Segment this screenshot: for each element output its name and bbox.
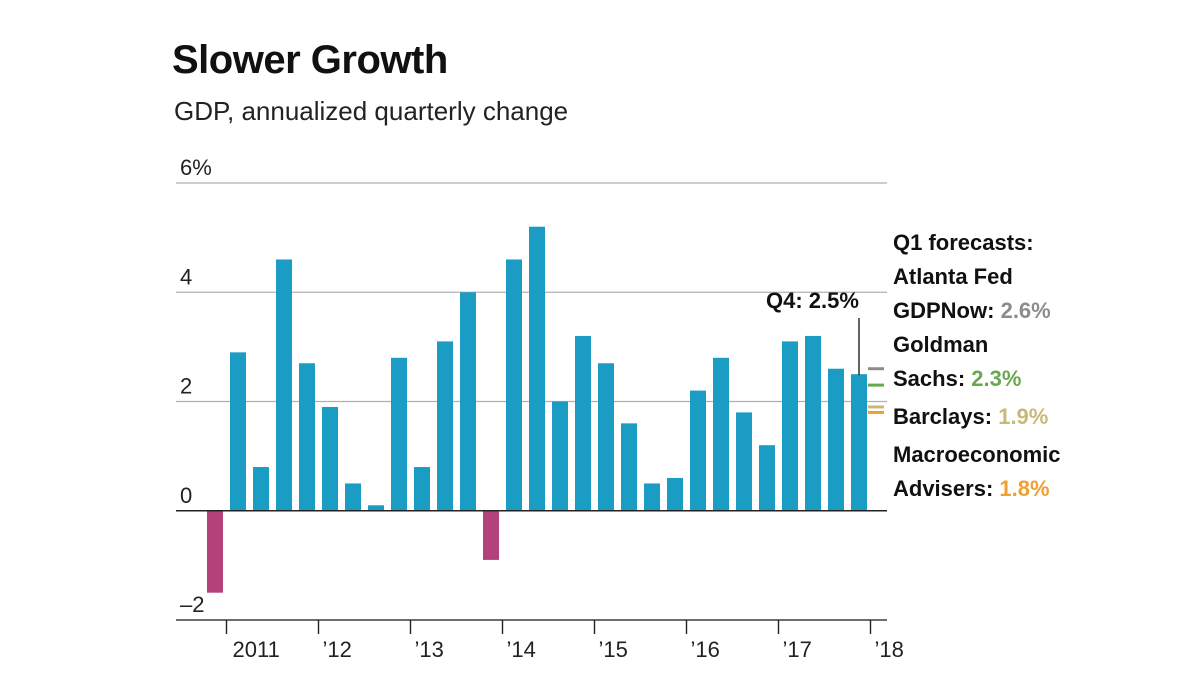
bar: [529, 226, 545, 511]
legend-name-line1: Macroeconomic: [893, 442, 1061, 467]
x-tick-label: ’14: [507, 637, 536, 662]
bar: [805, 335, 821, 511]
bar: [207, 510, 223, 593]
legend-name-line2: Sachs:: [893, 366, 966, 391]
bar: [506, 259, 522, 511]
bar: [644, 483, 660, 511]
legend-name-line1: Atlanta Fed: [893, 264, 1013, 289]
chart-subtitle: GDP, annualized quarterly change: [174, 96, 569, 126]
bar: [621, 423, 637, 511]
y-tick-label: 6%: [180, 155, 212, 180]
legend-value: 2.6%: [1000, 298, 1051, 323]
x-axis: 2011 ’12 ’13 ’14 ’15 ’16 ’17 ’18: [176, 318, 904, 662]
bar: [690, 390, 706, 511]
bar: [782, 341, 798, 511]
bar: [368, 505, 384, 511]
bars: [207, 226, 867, 593]
bar: [667, 477, 683, 511]
legend-value: 1.9%: [998, 404, 1049, 429]
y-tick-label: 4: [180, 264, 192, 289]
legend-name-line1: Goldman: [893, 332, 989, 357]
x-tick-label: ’13: [415, 637, 444, 662]
chart-title: Slower Growth: [172, 38, 448, 82]
bar: [759, 445, 775, 511]
bar: [736, 412, 752, 511]
bar: [483, 510, 499, 560]
bar: [460, 292, 476, 511]
bar: [391, 357, 407, 511]
legend-value: 2.3%: [971, 366, 1022, 391]
bar: [575, 335, 591, 511]
q4-annotation: Q4: 2.5%: [766, 288, 859, 313]
x-tick-label: ’18: [875, 637, 904, 662]
bar: [276, 259, 292, 511]
bar: [345, 483, 361, 511]
y-tick-label: 2: [180, 374, 192, 399]
forecast-markers: [868, 367, 884, 414]
bar: [253, 467, 269, 511]
bar: [552, 401, 568, 511]
forecast-legend: Q1 forecasts: Atlanta Fed GDPNow: 2.6% G…: [893, 226, 1193, 506]
bar: [414, 467, 430, 511]
legend-item-goldman-sachs: Goldman Sachs: 2.3%: [893, 328, 1193, 396]
bar: [713, 357, 729, 511]
bar: [322, 406, 338, 511]
legend-name-line2: Advisers:: [893, 476, 994, 501]
bar: [828, 368, 844, 511]
y-tick-label: –2: [180, 592, 204, 617]
x-tick-label: ’12: [323, 637, 352, 662]
legend-item-barclays: Barclays: 1.9%: [893, 400, 1193, 434]
bar: [437, 341, 453, 511]
x-tick-label: ’17: [783, 637, 812, 662]
y-tick-label: 0: [180, 483, 192, 508]
legend-item-macroeconomic-advisers: Macroeconomic Advisers: 1.8%: [893, 438, 1193, 506]
bar: [598, 363, 614, 511]
legend-item-atlanta-fed: Atlanta Fed GDPNow: 2.6%: [893, 260, 1193, 328]
bar: [230, 352, 246, 511]
bar: [299, 363, 315, 511]
legend-value: 1.8%: [999, 476, 1050, 501]
legend-heading: Q1 forecasts:: [893, 230, 1034, 255]
x-tick-label: 2011: [233, 637, 280, 662]
x-tick-label: ’16: [691, 637, 720, 662]
bar: [851, 374, 867, 511]
legend-name-line2: Barclays:: [893, 404, 993, 429]
x-tick-label: ’15: [599, 637, 628, 662]
legend-name-line2: GDPNow:: [893, 298, 995, 323]
